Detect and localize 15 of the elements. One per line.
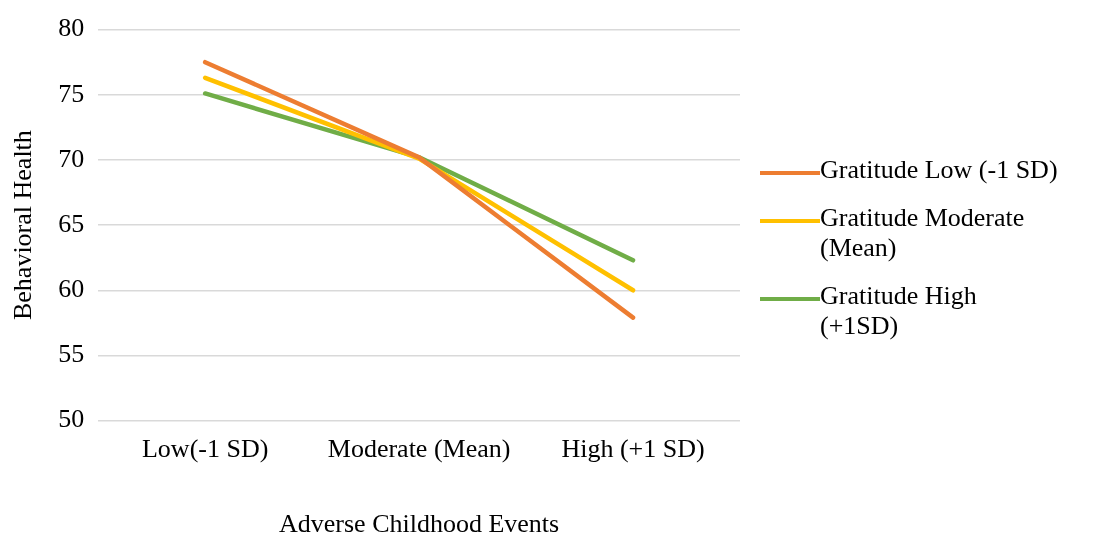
y-axis-title: Behavioral Health	[8, 130, 38, 321]
x-tick-label: Low(-1 SD)	[141, 434, 269, 464]
y-tick-label: 75	[58, 78, 85, 108]
y-tick-label: 70	[58, 143, 85, 173]
x-tick-label: Moderate (Mean)	[327, 434, 511, 464]
x-axis-title: Adverse Childhood Events	[279, 509, 560, 539]
legend-label: Gratitude High (+1SD)	[820, 281, 978, 341]
y-tick-label: 60	[58, 274, 85, 304]
y-tick-label: 80	[58, 13, 85, 43]
x-tick-label: High (+1 SD)	[561, 434, 705, 464]
y-tick-label: 50	[58, 404, 85, 434]
legend-label: Gratitude Moderate (Mean)	[820, 203, 1026, 263]
legend-label: Gratitude Low (-1 SD)	[820, 155, 1058, 185]
y-tick-label: 65	[58, 208, 85, 238]
y-tick-label: 55	[58, 339, 85, 369]
